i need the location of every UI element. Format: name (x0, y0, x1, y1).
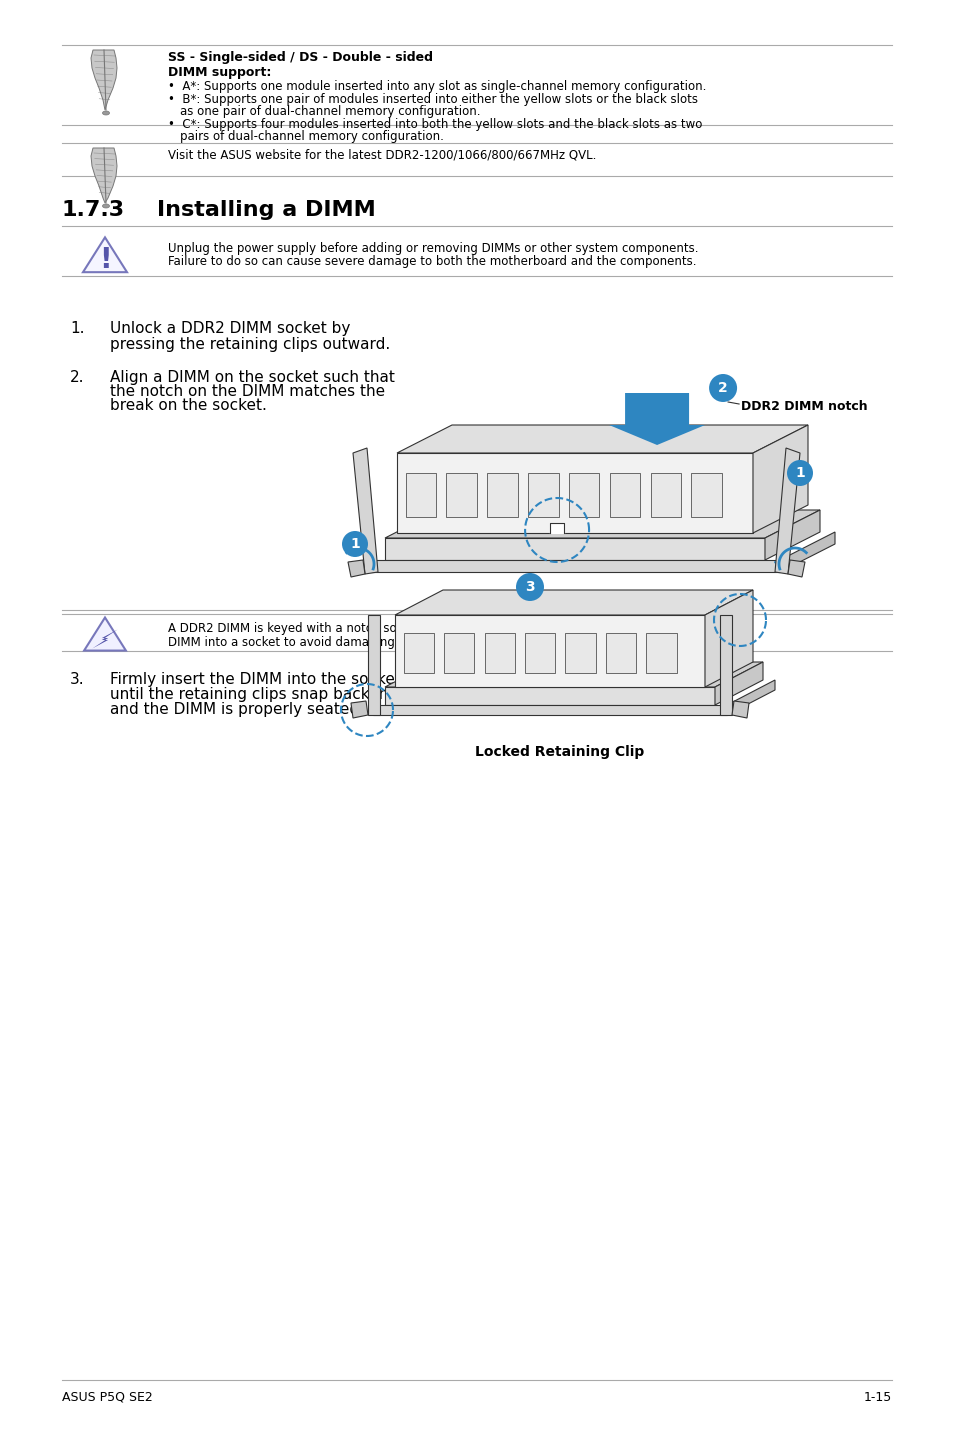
Polygon shape (608, 393, 704, 444)
Polygon shape (84, 617, 126, 650)
Text: Failure to do so can cause severe damage to both the motherboard and the compone: Failure to do so can cause severe damage… (168, 255, 696, 267)
Polygon shape (91, 148, 117, 203)
Polygon shape (720, 615, 731, 715)
Text: SS - Single-sided / DS - Double - sided: SS - Single-sided / DS - Double - sided (168, 50, 433, 65)
Polygon shape (385, 538, 764, 559)
Polygon shape (91, 50, 117, 109)
Text: 3.: 3. (70, 672, 85, 687)
Text: 2: 2 (718, 381, 727, 395)
Text: Align a DIMM on the socket such that: Align a DIMM on the socket such that (110, 370, 395, 385)
Text: A DDR2 DIMM is keyed with a notch so that it fits in only one direction. DO NOT : A DDR2 DIMM is keyed with a notch so tha… (168, 623, 682, 636)
Polygon shape (484, 633, 515, 673)
Text: as one pair of dual-channel memory configuration.: as one pair of dual-channel memory confi… (180, 105, 480, 118)
Text: 1: 1 (350, 536, 359, 551)
Polygon shape (396, 426, 807, 453)
Polygon shape (731, 700, 748, 718)
Polygon shape (446, 473, 476, 518)
Text: DIMM support:: DIMM support: (168, 66, 271, 79)
Polygon shape (774, 449, 800, 574)
Polygon shape (385, 661, 762, 687)
Text: Visit the ASUS website for the latest DDR2-1200/1066/800/667MHz QVL.: Visit the ASUS website for the latest DD… (168, 150, 596, 162)
Text: 1.7.3: 1.7.3 (62, 200, 125, 220)
Circle shape (341, 531, 368, 557)
Ellipse shape (102, 111, 110, 115)
Text: break on the socket.: break on the socket. (110, 398, 267, 413)
Polygon shape (714, 661, 762, 705)
Text: 1-15: 1-15 (862, 1391, 891, 1403)
Text: DIMM into a socket to avoid damaging the DIMM.: DIMM into a socket to avoid damaging the… (168, 636, 457, 649)
Polygon shape (605, 633, 636, 673)
Polygon shape (691, 473, 721, 518)
Polygon shape (565, 633, 595, 673)
Text: •  B*: Supports one pair of modules inserted into either the yellow slots or the: • B*: Supports one pair of modules inser… (168, 93, 698, 106)
Polygon shape (395, 615, 704, 687)
Polygon shape (385, 687, 714, 705)
Polygon shape (752, 426, 807, 533)
Polygon shape (353, 449, 377, 574)
Circle shape (516, 572, 543, 601)
Polygon shape (528, 473, 558, 518)
Text: DDR2 DIMM notch: DDR2 DIMM notch (740, 400, 867, 413)
Text: Installing a DIMM: Installing a DIMM (157, 200, 375, 220)
Polygon shape (487, 473, 517, 518)
Text: •  A*: Supports one module inserted into any slot as single-channel memory confi: • A*: Supports one module inserted into … (168, 81, 705, 93)
Text: 2.: 2. (70, 370, 85, 385)
Text: Locked Retaining Clip: Locked Retaining Clip (475, 745, 644, 759)
Text: 3: 3 (525, 580, 535, 594)
Polygon shape (764, 510, 820, 559)
Polygon shape (524, 633, 555, 673)
Text: pressing the retaining clips outward.: pressing the retaining clips outward. (110, 336, 390, 352)
Polygon shape (726, 680, 774, 715)
Polygon shape (373, 705, 726, 715)
Text: Firmly insert the DIMM into the socket: Firmly insert the DIMM into the socket (110, 672, 400, 687)
Polygon shape (704, 590, 752, 687)
Text: and the DIMM is properly seated.: and the DIMM is properly seated. (110, 702, 364, 718)
Polygon shape (348, 559, 365, 577)
Circle shape (708, 374, 737, 403)
Polygon shape (403, 633, 434, 673)
Polygon shape (646, 633, 676, 673)
Text: 1.: 1. (70, 321, 85, 336)
Polygon shape (443, 633, 474, 673)
Polygon shape (609, 473, 639, 518)
Text: ASUS P5Q SE2: ASUS P5Q SE2 (62, 1391, 152, 1403)
Polygon shape (780, 532, 834, 572)
Polygon shape (787, 559, 804, 577)
Polygon shape (568, 473, 598, 518)
Text: Unlocked retaining clip: Unlocked retaining clip (504, 590, 684, 604)
Polygon shape (395, 590, 752, 615)
Ellipse shape (102, 204, 110, 209)
Text: pairs of dual-channel memory configuration.: pairs of dual-channel memory configurati… (180, 129, 443, 142)
Text: until the retaining clips snap back in place: until the retaining clips snap back in p… (110, 687, 435, 702)
Polygon shape (92, 630, 117, 649)
Polygon shape (405, 473, 436, 518)
Text: 1: 1 (794, 466, 804, 480)
Polygon shape (396, 453, 752, 533)
Polygon shape (83, 237, 127, 272)
Circle shape (786, 460, 812, 486)
Polygon shape (385, 510, 820, 538)
Text: •  C*: Supports four modules inserted into both the yellow slots and the black s: • C*: Supports four modules inserted int… (168, 118, 701, 131)
Text: !: ! (98, 246, 112, 275)
Polygon shape (550, 523, 563, 533)
Polygon shape (650, 473, 680, 518)
Polygon shape (368, 615, 379, 715)
Text: the notch on the DIMM matches the: the notch on the DIMM matches the (110, 384, 385, 398)
Polygon shape (351, 700, 368, 718)
Text: Unlock a DDR2 DIMM socket by: Unlock a DDR2 DIMM socket by (110, 321, 350, 336)
Polygon shape (370, 559, 780, 572)
Text: Unplug the power supply before adding or removing DIMMs or other system componen: Unplug the power supply before adding or… (168, 242, 698, 255)
